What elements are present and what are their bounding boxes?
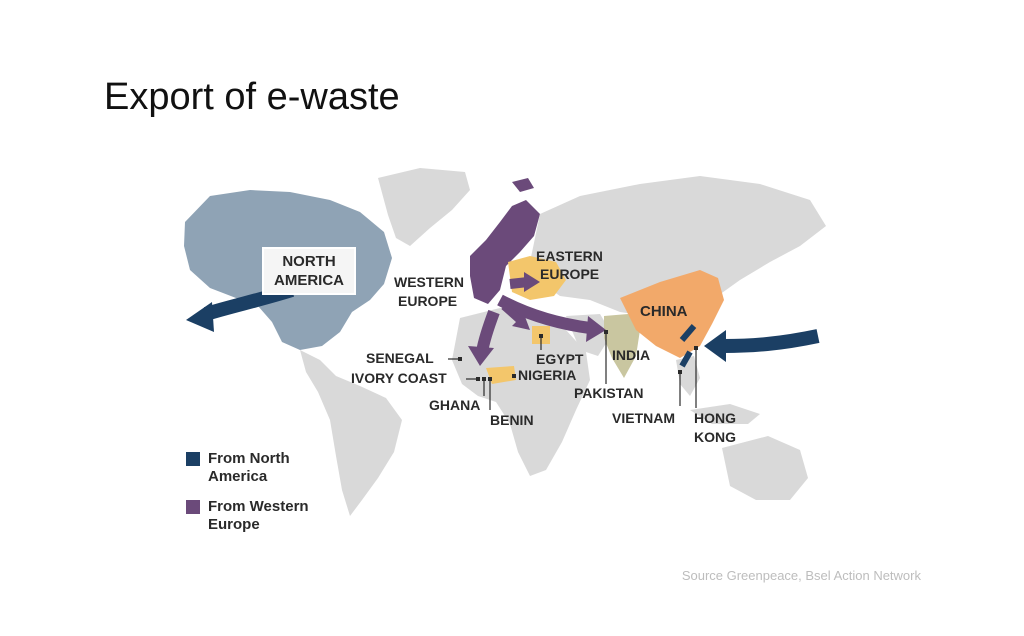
ivory-coast-dot [476, 377, 480, 381]
arrow-hongkong-inner [679, 350, 693, 368]
arrow-head-western-europe-africa [468, 346, 494, 366]
north-america-label-box [262, 247, 356, 295]
china-shape [620, 270, 724, 358]
western-europe-shape [470, 200, 540, 304]
legend-swatch-western-europe [186, 500, 200, 514]
egypt-dot [539, 334, 543, 338]
legend: From North America From Western Europe [186, 450, 318, 546]
western-europe-label-line1: WESTERN [394, 274, 464, 290]
ivory-coast-label: IVORY COAST [351, 370, 447, 386]
eastern-europe-label-line1: EASTERN [536, 248, 603, 264]
source-note: Source Greenpeace, Bsel Action Network [681, 568, 921, 583]
leader-dots [458, 330, 698, 381]
page-title: Export of e-waste [104, 76, 400, 118]
arrow-head-north-america-east [704, 330, 726, 362]
egypt-label: EGYPT [536, 351, 584, 367]
nigeria-dot [512, 374, 516, 378]
pakistan-dot [604, 330, 608, 334]
legend-item-western-europe: From Western Europe [186, 498, 318, 534]
eastern-europe-shape [508, 256, 566, 300]
arrow-head-western-europe-india [586, 316, 606, 342]
asia-shape [530, 176, 826, 318]
arrow-head-western-europe-egypt [512, 314, 530, 330]
south-america-shape [300, 350, 402, 516]
india-shape [604, 314, 640, 378]
legend-label-north-america: From North America [208, 450, 290, 485]
australia-shape [722, 436, 808, 500]
benin-dot [488, 377, 492, 381]
legend-label-western-europe: From Western Europe [208, 498, 309, 533]
indonesia-shape [690, 404, 760, 424]
vietnam-dot [678, 370, 682, 374]
arrow-china-inner [679, 324, 697, 342]
western-europe-label-line2: EUROPE [398, 293, 457, 309]
china-label: CHINA [640, 303, 688, 320]
pakistan-label: PAKISTAN [574, 385, 643, 401]
senegal-label: SENEGAL [366, 350, 434, 366]
benin-label: BENIN [490, 412, 534, 428]
north-america-label-line2: AMERICA [274, 272, 344, 289]
ghana-label: GHANA [429, 397, 480, 413]
legend-item-north-america: From North America [186, 450, 318, 486]
arrow-head-north-america-west [186, 302, 214, 332]
nigeria-label: NIGERIA [518, 367, 576, 383]
ghana-dot [482, 377, 486, 381]
india-label: INDIA [612, 347, 650, 363]
africa-shape [452, 308, 590, 476]
arrow-from-north-america-east [723, 329, 820, 353]
hong-kong-dot [694, 346, 698, 350]
west-africa-recipients-shape [486, 366, 516, 384]
eastern-europe-label-line2: EUROPE [540, 266, 599, 282]
iceland-shape [512, 178, 534, 192]
north-america-label-line1: NORTH [282, 253, 335, 270]
vietnam-label: VIETNAM [612, 410, 675, 426]
arrow-from-western-europe-india [497, 294, 591, 334]
arrow-head-western-europe-east [524, 272, 540, 292]
greenland-shape [378, 168, 470, 246]
senegal-dot [458, 357, 462, 361]
hong-kong-label-line2: KONG [694, 429, 736, 445]
hong-kong-label-line1: HONG [694, 410, 736, 426]
legend-swatch-north-america [186, 452, 200, 466]
